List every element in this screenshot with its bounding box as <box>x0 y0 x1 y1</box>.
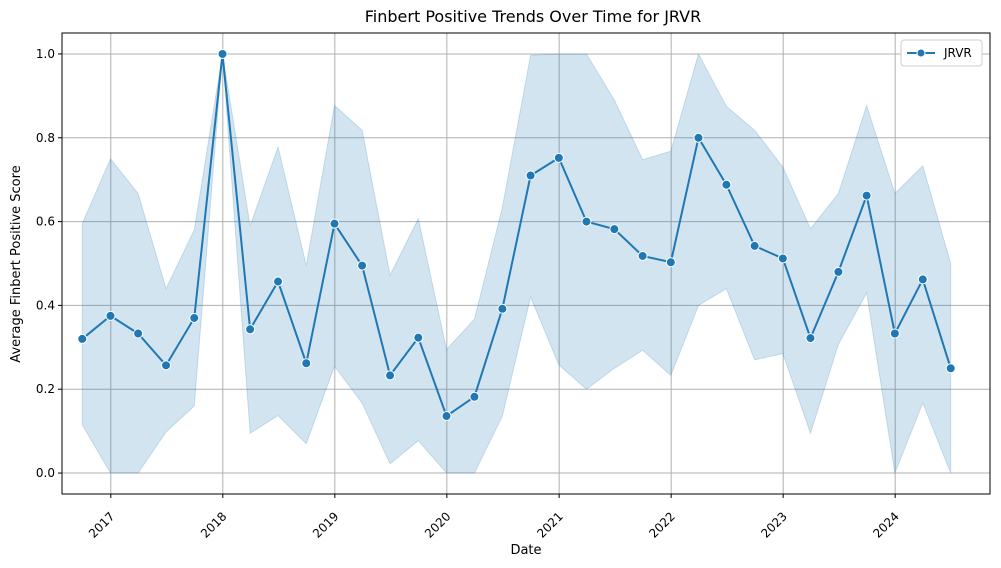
x-tick-label: 2021 <box>534 509 565 540</box>
data-point <box>693 132 704 143</box>
x-tick-label: 2023 <box>758 509 789 540</box>
data-point <box>721 179 732 190</box>
legend-entry-jrvr: JRVR <box>943 46 972 60</box>
data-points <box>77 48 956 422</box>
data-point <box>749 240 760 251</box>
confidence-band <box>81 52 952 475</box>
data-point <box>805 333 816 344</box>
y-tick-label: 0.8 <box>36 131 55 145</box>
data-point <box>553 152 564 163</box>
data-point <box>385 370 396 381</box>
data-point <box>637 250 648 261</box>
data-point <box>581 216 592 227</box>
legend-frame <box>900 39 983 67</box>
data-point <box>917 274 928 285</box>
y-tick-label: 0.2 <box>36 382 55 396</box>
data-point <box>245 324 256 335</box>
data-point <box>413 332 424 343</box>
y-axis-label: Average Finbert Positive Score <box>9 165 24 362</box>
data-point <box>609 224 620 235</box>
data-point <box>105 310 116 321</box>
x-tick-label: 2017 <box>86 509 117 540</box>
x-axis-label: Date <box>510 543 541 558</box>
series-line-layer <box>81 53 952 418</box>
data-point <box>301 358 312 369</box>
data-point <box>329 218 340 229</box>
series-line-jrvr <box>81 53 952 418</box>
data-point <box>525 170 536 181</box>
data-point <box>133 328 144 339</box>
data-point <box>833 266 844 277</box>
data-point <box>945 363 956 374</box>
confidence-band-layer <box>81 52 952 475</box>
y-tick-label: 0.6 <box>36 215 55 229</box>
data-point <box>217 48 228 59</box>
data-point <box>665 257 676 268</box>
data-point <box>357 260 368 271</box>
x-tick-label: 2022 <box>646 509 677 540</box>
legend-marker-swatch <box>916 48 926 58</box>
x-tick-label: 2019 <box>310 509 341 540</box>
x-tick-label: 2020 <box>422 509 453 540</box>
chart-title: Finbert Positive Trends Over Time for JR… <box>365 7 701 26</box>
data-point <box>497 303 508 314</box>
x-tick-label: 2018 <box>198 509 229 540</box>
data-point <box>441 411 452 422</box>
data-point <box>889 328 900 339</box>
data-point <box>469 391 480 402</box>
legend: JRVR <box>900 39 983 67</box>
data-point <box>273 276 284 287</box>
data-point <box>161 360 172 371</box>
grid <box>62 33 990 494</box>
plot-frame <box>61 32 991 495</box>
y-tick-label: 0.0 <box>36 466 55 480</box>
y-tick-label: 0.4 <box>36 298 55 312</box>
data-point <box>777 253 788 264</box>
data-point <box>77 333 88 344</box>
data-point <box>189 312 200 323</box>
data-point <box>861 190 872 201</box>
x-tick-label: 2024 <box>870 509 901 540</box>
y-tick-label: 1.0 <box>36 47 55 61</box>
